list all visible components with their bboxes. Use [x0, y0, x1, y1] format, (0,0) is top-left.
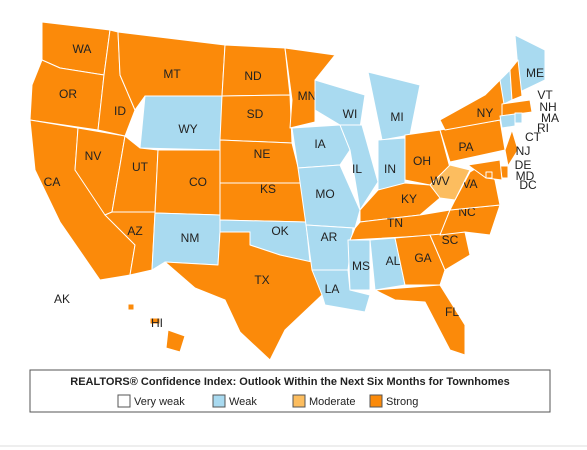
- state: [311, 269, 371, 313]
- state-label: AR: [321, 230, 338, 244]
- state-label: GA: [414, 251, 431, 265]
- state-label: ID: [114, 104, 126, 118]
- state-label: NJ: [516, 144, 531, 158]
- state: [514, 112, 523, 124]
- state-label: KS: [260, 182, 276, 196]
- state: [485, 171, 493, 179]
- state-label: VT: [537, 88, 553, 102]
- state-label: MS: [352, 259, 370, 273]
- state-label: ME: [526, 66, 544, 80]
- state: [127, 303, 186, 353]
- state: [504, 129, 519, 167]
- state: [367, 71, 421, 141]
- state-label: NY: [477, 106, 494, 120]
- state-label: DC: [519, 178, 537, 192]
- state: [314, 79, 366, 129]
- legend-label: Strong: [386, 396, 418, 408]
- state-label: FL: [445, 305, 459, 319]
- state-label: SC: [442, 233, 459, 247]
- state: [19, 261, 106, 336]
- state: [284, 47, 336, 129]
- state-label: NE: [254, 147, 271, 161]
- legend-swatch: [117, 394, 131, 408]
- state-label: UT: [132, 160, 149, 174]
- state-label: NM: [181, 231, 200, 245]
- state-label: MA: [541, 111, 559, 125]
- state: [394, 234, 446, 286]
- state-label: CT: [525, 130, 542, 144]
- state-label: PA: [458, 140, 473, 154]
- state: [439, 204, 501, 236]
- state-label: KY: [401, 192, 417, 206]
- legend-swatch: [292, 394, 306, 408]
- state-label: WA: [73, 42, 92, 56]
- state-label: NV: [85, 149, 102, 163]
- state-label: IL: [352, 162, 362, 176]
- state-label: MT: [163, 67, 181, 81]
- state: [374, 284, 466, 356]
- state: [429, 164, 471, 201]
- state-label: TN: [387, 216, 403, 230]
- state: [154, 149, 221, 216]
- legend-box: [29, 369, 551, 413]
- state-label: RI: [537, 121, 549, 135]
- state-label: IN: [384, 162, 396, 176]
- state-label: MI: [390, 110, 403, 124]
- state-label: VA: [462, 177, 477, 191]
- state-label: WV: [430, 174, 449, 188]
- state-label: MN: [298, 89, 317, 103]
- state-label: MD: [516, 169, 535, 183]
- state: [291, 124, 351, 169]
- state-label: DE: [515, 158, 532, 172]
- state: [501, 99, 533, 117]
- state-label: OK: [271, 224, 288, 238]
- state-label: CA: [44, 175, 61, 189]
- legend-label: Very weak: [134, 396, 185, 408]
- state-label: CO: [189, 175, 207, 189]
- state: [509, 59, 523, 101]
- state: [339, 124, 379, 211]
- state-label: SD: [247, 107, 264, 121]
- state-label: ND: [244, 69, 262, 83]
- state-label: TX: [254, 273, 269, 287]
- legend-title: REALTORS® Confidence Index: Outlook With…: [70, 376, 509, 388]
- state-label: WI: [343, 107, 358, 121]
- state: [467, 159, 503, 181]
- state-label: LA: [325, 282, 340, 296]
- legend-label: Weak: [229, 396, 257, 408]
- state-label: IA: [314, 137, 325, 151]
- state: [297, 164, 361, 229]
- state-label: AZ: [127, 224, 142, 238]
- state-label: NH: [539, 100, 556, 114]
- state-label: HI: [151, 316, 163, 330]
- state: [499, 113, 516, 129]
- state-label: OH: [413, 154, 431, 168]
- state-label: AK: [54, 292, 70, 306]
- state-label: AL: [386, 254, 401, 268]
- legend-swatch: [369, 394, 383, 408]
- legend-swatch: [212, 394, 226, 408]
- state: [164, 231, 323, 361]
- state-label: WY: [178, 122, 197, 136]
- state-label: MO: [315, 187, 334, 201]
- legend-label: Moderate: [309, 396, 355, 408]
- state: [347, 239, 371, 291]
- state-label: OR: [59, 87, 77, 101]
